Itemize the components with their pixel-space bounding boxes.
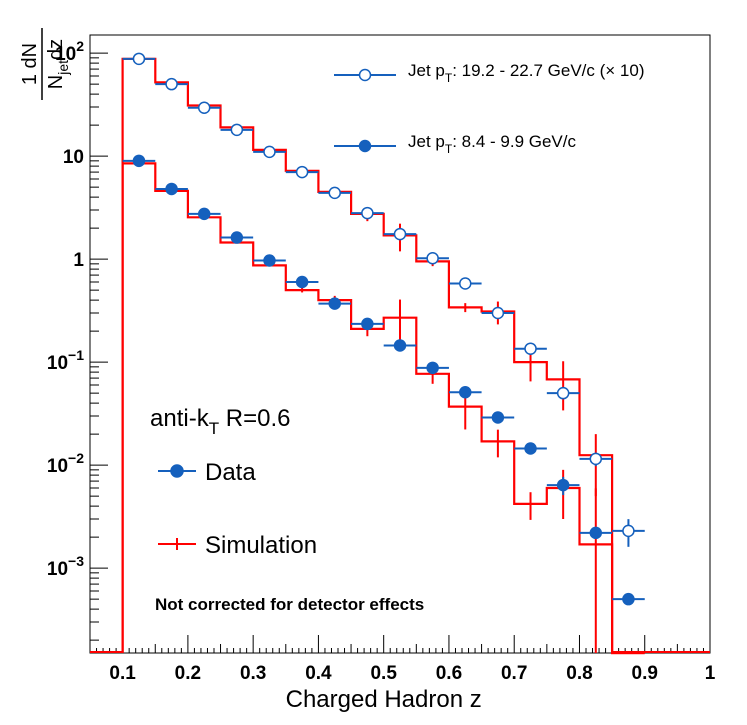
legend-marker (358, 68, 372, 82)
x-tick-label: 0.1 (109, 663, 136, 684)
data-point-filled (622, 592, 635, 606)
data-point-filled (295, 275, 309, 289)
y-axis-title-den-tail: dz (45, 39, 67, 60)
y-axis-title-numerator: 1 dN (19, 43, 41, 85)
x-tick-label: 0.3 (240, 663, 266, 684)
y-tick-base: 10 (47, 456, 68, 477)
data-point-open (393, 227, 407, 241)
annotation-jet-algorithm: anti-kT R=0.6 (150, 405, 290, 438)
data-point-filled (556, 478, 570, 492)
data-point-open (197, 101, 211, 114)
data-point-open (459, 277, 472, 290)
y-tick-base: 10 (55, 44, 76, 65)
data-point-open (165, 77, 178, 91)
data-point-filled (132, 154, 146, 168)
x-tick-label: 0.9 (632, 663, 658, 684)
data-point-open (328, 186, 341, 200)
data-point-open (263, 145, 276, 159)
legend-label-suffix: : 8.4 - 9.9 GeV/c (452, 132, 576, 151)
y-tick-exponent: −1 (68, 347, 84, 363)
y-axis-title-denominator: Njetdz (45, 39, 71, 89)
y-tick-label: 102 (55, 38, 84, 65)
data-point-open (622, 524, 635, 538)
data-point-open (491, 306, 505, 320)
note-detector-effects: Not corrected for detector effects (155, 595, 424, 614)
x-tick-label: 0.8 (566, 663, 592, 684)
data-point-open (556, 386, 570, 400)
y-tick-base: 10 (47, 559, 68, 580)
data-point-filled (589, 526, 603, 540)
y-tick-exponent: 2 (76, 38, 84, 54)
annotation-jet-algorithm-suffix: R=0.6 (219, 405, 290, 432)
y-tick-exponent: −2 (68, 450, 84, 466)
data-point-open (132, 52, 146, 66)
legend-label-sub: T (445, 71, 453, 85)
data-point-filled (393, 339, 407, 352)
annotation-jet-algorithm-sub: T (209, 419, 219, 438)
x-tick-label: 0.7 (501, 663, 527, 684)
data-point-open (361, 206, 374, 220)
y-tick-label: 10−1 (47, 347, 84, 374)
legend-label: Jet pT: 8.4 - 9.9 GeV/c (408, 132, 576, 156)
y-axis-title-den-main: N (45, 75, 67, 89)
y-tick-base: 1 (73, 250, 84, 271)
y-tick-base: 10 (47, 353, 68, 374)
data-point-filled (197, 207, 211, 221)
x-tick-label: 1 (705, 663, 716, 684)
data-point-filled (426, 361, 439, 375)
annotation-jet-algorithm-prefix: anti-k (150, 405, 210, 432)
data-point-filled (361, 317, 374, 331)
y-tick-label: 1 (73, 250, 84, 271)
data-point-filled (459, 386, 472, 399)
y-axis-title: 1 dN Njetdz (19, 28, 71, 100)
data-point-filled (230, 231, 244, 244)
data-point-filled (524, 442, 537, 455)
legend-data-marker (170, 464, 184, 478)
plot-frame (89, 34, 711, 654)
y-tick-label: 10−3 (47, 553, 84, 580)
y-tick-label: 10 (63, 147, 84, 168)
legend-label-suffix: : 19.2 - 22.7 GeV/c (× 10) (452, 61, 644, 80)
simulation-histogram-series-2 (121, 162, 645, 655)
data-point-open (230, 123, 244, 137)
y-tick-exponent: −3 (68, 553, 84, 569)
x-tick-label: 0.5 (370, 663, 397, 684)
legend-marker (358, 139, 372, 153)
y-axis-title-den-sub: jet (55, 60, 71, 76)
data-point-open (589, 452, 603, 466)
legend-label-sub: T (445, 142, 453, 156)
y-tick-label: 10−2 (47, 450, 84, 477)
x-tick-label: 0.4 (305, 663, 332, 684)
data-point-filled (491, 411, 505, 424)
x-tick-label: 0.6 (436, 663, 462, 684)
data-point-open (426, 252, 439, 265)
legend-data-label: Data (205, 459, 256, 486)
data-point-open (295, 165, 309, 179)
data-point-filled (165, 182, 178, 196)
legend-label: Jet pT: 19.2 - 22.7 GeV/c (× 10) (408, 61, 645, 85)
x-axis-title: Charged Hadron z (286, 686, 482, 713)
data-point-filled (328, 297, 341, 310)
legend-simulation-label: Simulation (205, 532, 317, 559)
y-tick-base: 10 (63, 147, 84, 168)
data-point-open (524, 342, 537, 355)
legend-label-prefix: Jet p (408, 61, 445, 80)
data-point-filled (263, 254, 276, 267)
x-tick-label: 0.2 (175, 663, 201, 684)
legend-label-prefix: Jet p (408, 132, 445, 151)
